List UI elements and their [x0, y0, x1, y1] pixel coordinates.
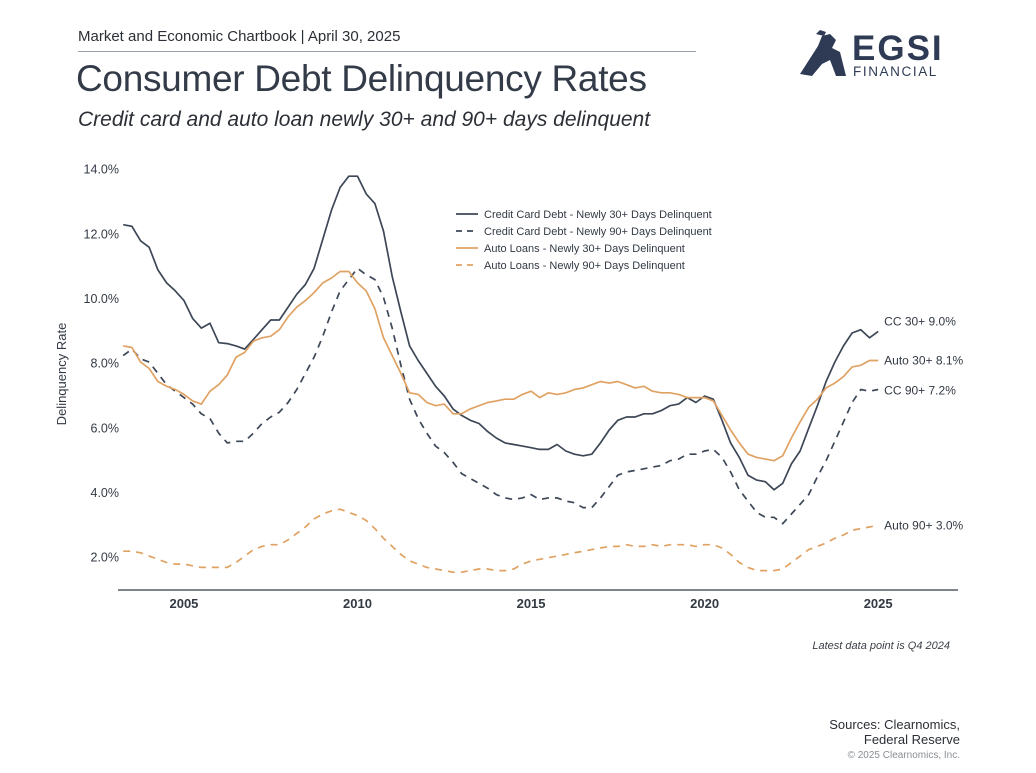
y-tick-label: 14.0% — [84, 163, 119, 177]
legend-entry: Credit Card Debt - Newly 90+ Days Delinq… — [484, 226, 712, 238]
x-tick-label: 2020 — [690, 596, 719, 611]
series-end-label: CC 30+ 9.0% — [884, 314, 956, 328]
sources-line-2: Federal Reserve — [863, 732, 960, 747]
y-tick-label: 12.0% — [84, 227, 119, 241]
y-tick-label: 10.0% — [84, 292, 119, 306]
logo-wordmark: EGSI — [852, 29, 944, 68]
x-tick-label: 2005 — [169, 596, 198, 611]
copyright-note: © 2025 Clearnomics, Inc. — [847, 750, 960, 761]
egsi-logo-icon — [800, 30, 846, 76]
series-end-label: CC 90+ 7.2% — [884, 384, 956, 398]
latest-data-note: Latest data point is Q4 2024 — [812, 640, 950, 652]
chartbook-header: Market and Economic Chartbook | April 30… — [78, 28, 401, 45]
legend-entry: Auto Loans - Newly 90+ Days Delinquent — [484, 260, 685, 272]
y-axis-label: Delinquency Rate — [54, 323, 69, 426]
series-line-3 — [123, 270, 879, 462]
page-subtitle: Credit card and auto loan newly 30+ and … — [78, 108, 651, 131]
y-tick-label: 4.0% — [91, 486, 120, 500]
header-divider — [78, 51, 696, 52]
logo-subtext: FINANCIAL — [853, 64, 938, 79]
page-title: Consumer Debt Delinquency Rates — [76, 58, 647, 99]
x-tick-label: 2010 — [343, 596, 372, 611]
series-line-4 — [123, 508, 879, 574]
series-line-2 — [122, 267, 879, 525]
series-end-label: Auto 30+ 8.1% — [884, 353, 963, 367]
y-tick-label: 8.0% — [91, 357, 120, 371]
series-line-1 — [123, 175, 879, 491]
x-tick-label: 2025 — [864, 596, 893, 611]
series-end-label: Auto 90+ 3.0% — [884, 518, 963, 532]
sources-line-1: Sources: Clearnomics, — [829, 717, 960, 732]
y-tick-label: 2.0% — [91, 551, 120, 565]
legend-entry: Auto Loans - Newly 30+ Days Delinquent — [484, 243, 685, 255]
y-tick-label: 6.0% — [91, 421, 120, 435]
sources-note: Sources: Clearnomics, Federal Reserve — [760, 717, 960, 747]
x-tick-label: 2015 — [517, 596, 546, 611]
legend-entry: Credit Card Debt - Newly 30+ Days Delinq… — [484, 209, 712, 221]
